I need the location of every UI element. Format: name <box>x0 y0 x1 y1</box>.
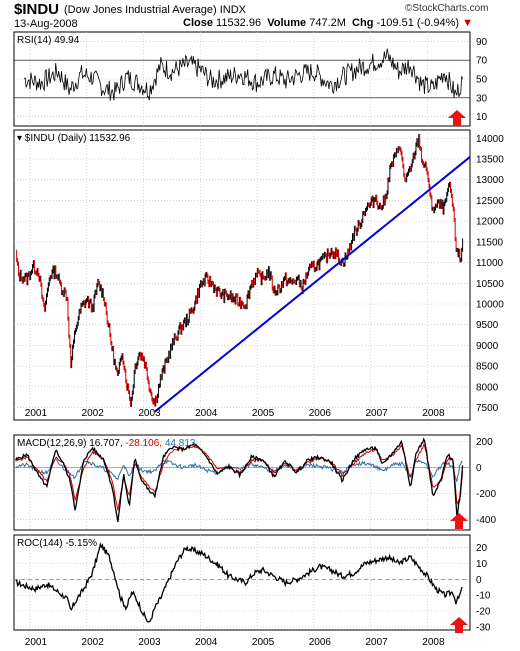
rsi-y-tick-label: 50 <box>476 75 488 86</box>
price-y-tick-label: 13000 <box>476 175 504 186</box>
close-label: Close <box>183 17 213 29</box>
price-y-tick-label: 8000 <box>476 382 499 393</box>
price-x-tick-label: 2008 <box>422 408 445 419</box>
chg-value: -109.51 (-0.94%) <box>376 17 460 29</box>
chg-label: Chg <box>352 17 374 29</box>
macd-red-up-arrow <box>450 513 468 529</box>
price-y-tick-label: 11500 <box>476 237 504 248</box>
roc-x-tick-label: 2005 <box>252 637 275 648</box>
price-y-tick-label: 13500 <box>476 155 504 166</box>
roc-label: ROC(144) -5.15% <box>17 538 97 549</box>
roc-y-tick-label: 20 <box>476 543 488 554</box>
macd-line <box>15 437 464 523</box>
rsi-series-line <box>23 48 463 101</box>
macd-y-tick-label: -200 <box>476 489 496 500</box>
roc-y-tick-label: 0 <box>476 575 482 586</box>
price-y-tick-label: 11000 <box>476 258 504 269</box>
macd-label: MACD(12,26,9) 16.707, -28.106, 44.813 <box>17 438 196 449</box>
price-trendline <box>154 156 471 413</box>
price-y-tick-label: 10000 <box>476 300 504 311</box>
price-y-tick-label: 8500 <box>476 362 499 373</box>
roc-y-tick-label: -30 <box>476 622 491 633</box>
price-x-tick-label: 2002 <box>82 408 105 419</box>
price-label: ▾ $INDU (Daily) 11532.96 <box>17 133 131 144</box>
roc-y-tick-label: 10 <box>476 559 488 570</box>
rsi-y-tick-label: 90 <box>476 37 488 48</box>
price-x-tick-label: 2001 <box>25 408 48 419</box>
rsi-y-tick-label: 30 <box>476 93 488 104</box>
quote-stats: Close 11532.96 Volume 747.2M Chg -109.51… <box>183 17 473 29</box>
roc-x-tick-label: 2001 <box>25 637 48 648</box>
price-x-tick-label: 2005 <box>252 408 275 419</box>
rsi-y-tick-label: 10 <box>476 112 488 123</box>
price-x-tick-label: 2004 <box>195 408 218 419</box>
rsi-label: RSI(14) 49.94 <box>17 35 80 46</box>
roc-x-tick-label: 2003 <box>138 637 161 648</box>
price-x-tick-label: 2007 <box>365 408 388 419</box>
roc-x-tick-label: 2004 <box>195 637 218 648</box>
roc-series-line <box>15 542 463 623</box>
roc-y-tick-label: -20 <box>476 607 491 618</box>
ticker-name: (Dow Jones Industrial Average) INDX <box>64 4 246 16</box>
quote-date: 13-Aug-2008 <box>14 18 78 30</box>
macd-y-tick-label: -400 <box>476 515 496 526</box>
close-value: 11532.96 <box>216 17 262 29</box>
macd-y-tick-label: 0 <box>476 463 482 474</box>
price-y-tick-label: 14000 <box>476 134 504 145</box>
roc-x-tick-label: 2007 <box>365 637 388 648</box>
price-panel-frame <box>13 129 471 421</box>
ticker-symbol: $INDU <box>14 1 60 18</box>
macd-panel-frame <box>13 434 471 531</box>
roc-y-tick-label: -10 <box>476 591 491 602</box>
price-x-tick-label: 2006 <box>309 408 332 419</box>
rsi-y-tick-label: 70 <box>476 56 488 67</box>
macd-y-tick-label: 200 <box>476 437 493 448</box>
macd-value: MACD(12,26,9) 16.707, <box>17 438 125 449</box>
price-y-tick-label: 12000 <box>476 217 504 228</box>
price-x-tick-label: 2003 <box>138 408 161 419</box>
macd-histogram-value: 44.813 <box>165 438 196 449</box>
price-y-tick-label: 9000 <box>476 341 499 352</box>
volume-label: Volume <box>267 17 307 29</box>
rsi-red-up-arrow <box>448 110 466 126</box>
macd-signal-value: -28.106, <box>125 438 164 449</box>
roc-x-tick-label: 2002 <box>82 637 105 648</box>
price-y-tick-label: 7500 <box>476 403 499 414</box>
macd-histogram <box>15 457 463 482</box>
stockcharts-logo: ©StockCharts.com <box>405 3 489 14</box>
roc-x-tick-label: 2006 <box>309 637 332 648</box>
roc-red-up-arrow <box>450 617 468 633</box>
price-y-tick-label: 12500 <box>476 196 504 207</box>
roc-x-tick-label: 2008 <box>422 637 445 648</box>
volume-value: 747.2M <box>309 17 346 29</box>
price-y-tick-label: 9500 <box>476 320 499 331</box>
chg-down-marker: ▼ <box>462 17 473 29</box>
price-y-tick-label: 10500 <box>476 279 504 290</box>
